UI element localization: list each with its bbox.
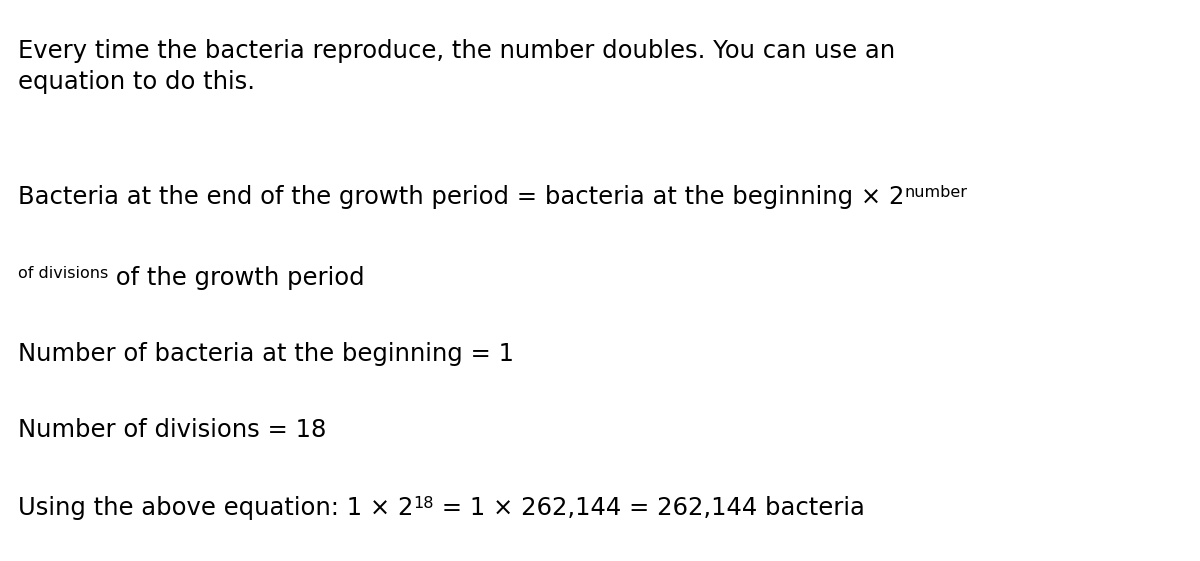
Text: Number of divisions = 18: Number of divisions = 18 [18,418,326,442]
Text: 18: 18 [413,496,434,512]
Text: = 1 × 262,144 = 262,144 bacteria: = 1 × 262,144 = 262,144 bacteria [434,496,865,521]
Text: of divisions: of divisions [18,266,108,282]
Text: Number of bacteria at the beginning = 1: Number of bacteria at the beginning = 1 [18,342,514,366]
Text: number: number [905,185,967,200]
Text: Bacteria at the end of the growth period = bacteria at the beginning × 2: Bacteria at the end of the growth period… [18,185,905,209]
Text: Using the above equation: 1 × 2: Using the above equation: 1 × 2 [18,496,413,521]
Text: Every time the bacteria reproduce, the number doubles. You can use an
equation t: Every time the bacteria reproduce, the n… [18,39,895,94]
Text: of the growth period: of the growth period [108,266,365,291]
